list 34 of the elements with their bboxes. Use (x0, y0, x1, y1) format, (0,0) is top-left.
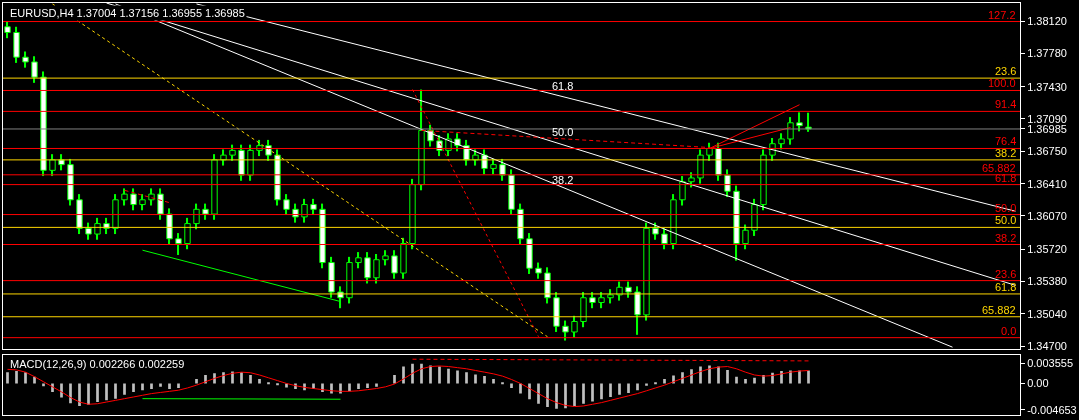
annotation: 100.0 (988, 77, 1016, 89)
y-tick-label: 1.36070 (1027, 209, 1067, 222)
annotation: 50.0 (552, 126, 574, 138)
y-tick-label: 1.37430 (1027, 80, 1067, 93)
annotation: 38.2 (552, 174, 574, 186)
annotation: 50.0 (995, 214, 1017, 226)
y-tick-label: -0.004653 (1027, 403, 1077, 416)
annotation: 65.882 (982, 304, 1016, 316)
y-tick-label: 0.00 (1027, 377, 1049, 390)
annotation: 61.8 (552, 80, 574, 92)
y-tick-label: 1.35040 (1027, 307, 1067, 320)
y-tick-label: 1.35380 (1027, 275, 1067, 288)
chart-title: MACD(12,26,9) 0.002266 0.002259 (10, 358, 185, 370)
annotation: 127.2 (988, 9, 1016, 21)
y-tick-label: 1.37090 (1027, 112, 1067, 125)
annotation: 23.6 (995, 65, 1017, 77)
annotation: 23.6 (995, 268, 1017, 280)
annotation: 91.4 (995, 98, 1017, 110)
annotation: 61.8 (995, 172, 1017, 184)
annotation: 38.2 (995, 232, 1017, 244)
y-tick-label: 1.36750 (1027, 145, 1067, 158)
y-tick-label: 1.35720 (1027, 243, 1067, 256)
y-tick-label: 1.36410 (1027, 177, 1067, 190)
annotation: 61.8 (995, 281, 1017, 293)
y-tick-label: 1.37780 (1027, 47, 1067, 60)
y-tick-label: 0.003555 (1027, 357, 1074, 370)
y-tick-label: 1.36985 (1027, 122, 1067, 135)
y-tick-label: 1.34700 (1027, 340, 1067, 353)
annotation: 76.4 (995, 135, 1017, 147)
annotation: 65.882 (982, 162, 1016, 174)
annotation: 0.0 (1001, 325, 1017, 337)
annotation: 38.2 (995, 147, 1017, 159)
chart-title: EURUSD,H4 1.37004 1.37156 1.36955 1.36985 (10, 7, 245, 19)
y-tick-label: 1.38120 (1027, 14, 1067, 27)
